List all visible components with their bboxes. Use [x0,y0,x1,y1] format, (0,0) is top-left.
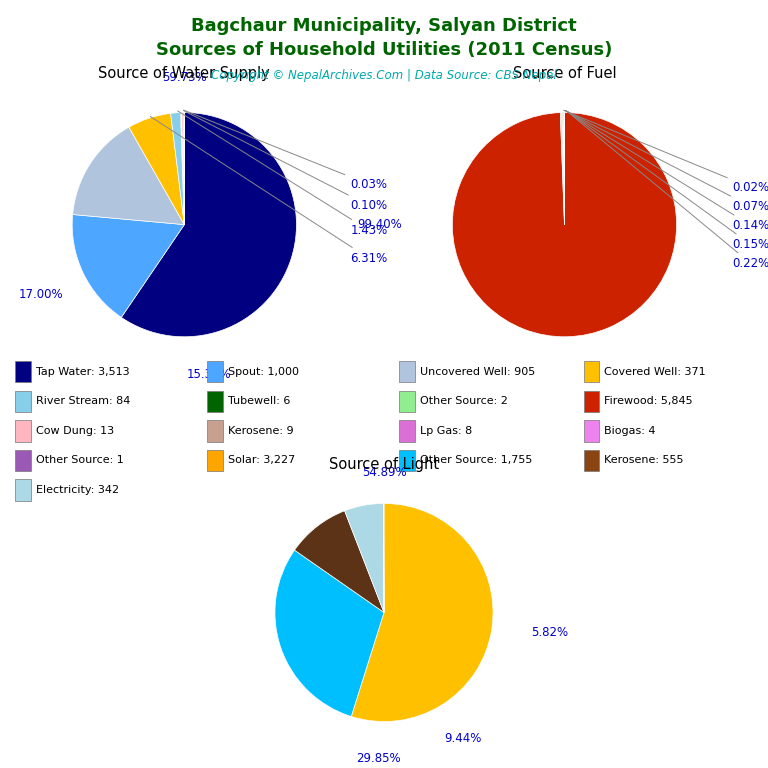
Bar [399,361,415,382]
Text: Other Source: 1: Other Source: 1 [36,455,124,465]
Title: Source of Fuel: Source of Fuel [513,65,616,81]
Text: 0.14%: 0.14% [566,111,768,232]
Wedge shape [181,113,184,224]
Text: 1.43%: 1.43% [177,111,388,237]
Text: Covered Well: 371: Covered Well: 371 [604,366,706,377]
Text: 9.44%: 9.44% [444,733,482,746]
Title: Source of Water Supply: Source of Water Supply [98,65,270,81]
Text: Bagchaur Municipality, Salyan District: Bagchaur Municipality, Salyan District [191,17,577,35]
Bar [584,390,599,412]
Wedge shape [452,112,677,337]
Bar [399,450,415,472]
Bar [207,390,223,412]
Wedge shape [563,113,564,224]
Text: Tap Water: 3,513: Tap Water: 3,513 [36,366,130,377]
Text: Firewood: 5,845: Firewood: 5,845 [604,396,693,406]
Wedge shape [183,113,184,224]
Wedge shape [561,113,564,224]
Text: Uncovered Well: 905: Uncovered Well: 905 [420,366,535,377]
Wedge shape [294,511,384,613]
Wedge shape [275,550,384,717]
Wedge shape [180,113,184,224]
Bar [15,361,31,382]
Text: Electricity: 342: Electricity: 342 [36,485,119,495]
Text: 0.22%: 0.22% [567,111,768,270]
Text: Other Source: 1,755: Other Source: 1,755 [420,455,532,465]
Bar [15,479,31,501]
Text: 99.40%: 99.40% [357,218,402,231]
Text: Solar: 3,227: Solar: 3,227 [228,455,296,465]
Text: 0.02%: 0.02% [564,111,768,194]
Text: Spout: 1,000: Spout: 1,000 [228,366,299,377]
Wedge shape [351,504,493,721]
Bar [15,390,31,412]
Wedge shape [170,113,184,224]
Text: 29.85%: 29.85% [356,752,401,765]
Bar [399,420,415,442]
Wedge shape [181,113,184,224]
Bar [584,420,599,442]
Text: Biogas: 4: Biogas: 4 [604,425,656,436]
Text: Other Source: 2: Other Source: 2 [420,396,508,406]
Bar [399,390,415,412]
Text: Tubewell: 6: Tubewell: 6 [228,396,290,406]
Text: 0.07%: 0.07% [564,111,768,214]
Text: Copyright © NepalArchives.Com | Data Source: CBS Nepal: Copyright © NepalArchives.Com | Data Sou… [211,69,557,82]
Bar [207,450,223,472]
Text: Kerosene: 9: Kerosene: 9 [228,425,293,436]
Wedge shape [345,504,384,613]
Text: 5.82%: 5.82% [531,626,568,639]
Wedge shape [72,214,184,317]
Text: 17.00%: 17.00% [18,288,63,300]
Text: Sources of Household Utilities (2011 Census): Sources of Household Utilities (2011 Cen… [156,41,612,59]
Bar [15,450,31,472]
Wedge shape [129,114,184,224]
Text: 6.31%: 6.31% [151,117,388,265]
Bar [584,450,599,472]
Text: Kerosene: 555: Kerosene: 555 [604,455,684,465]
Text: 59.73%: 59.73% [162,71,207,84]
Text: Lp Gas: 8: Lp Gas: 8 [420,425,472,436]
Bar [207,420,223,442]
Bar [584,361,599,382]
Text: Cow Dung: 13: Cow Dung: 13 [36,425,114,436]
Title: Source of Light: Source of Light [329,457,439,472]
Text: 54.89%: 54.89% [362,466,406,479]
Text: 0.10%: 0.10% [184,111,387,212]
Wedge shape [121,112,296,336]
Text: 0.03%: 0.03% [184,111,387,190]
Bar [207,361,223,382]
Text: River Stream: 84: River Stream: 84 [36,396,131,406]
Bar [15,420,31,442]
Text: 0.15%: 0.15% [566,111,768,251]
Text: 15.39%: 15.39% [187,368,231,381]
Wedge shape [562,113,564,224]
Wedge shape [73,127,184,224]
